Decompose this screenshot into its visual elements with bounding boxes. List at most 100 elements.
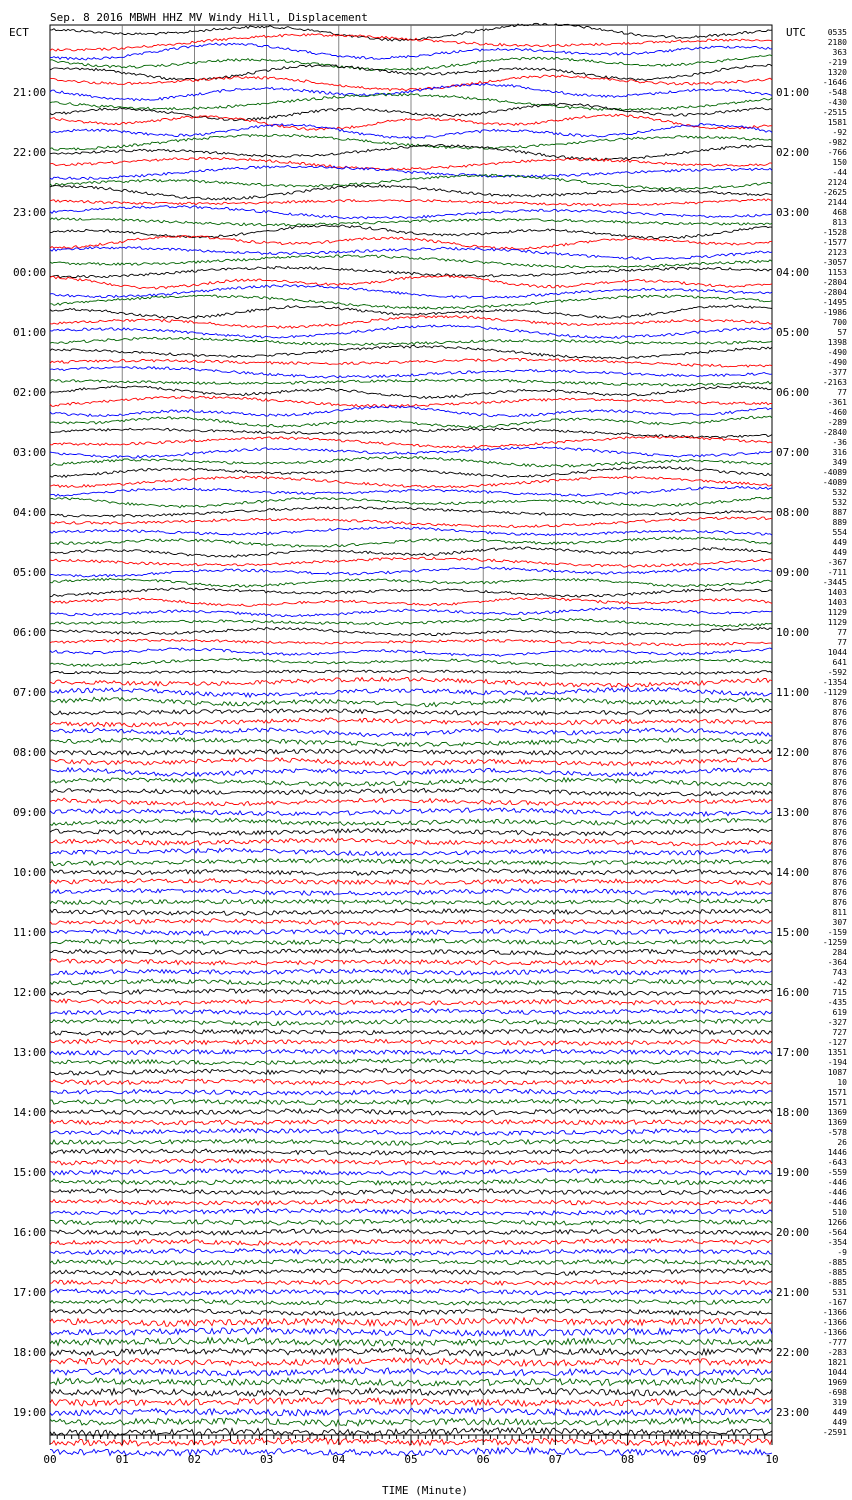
trace-value-label: 57 bbox=[837, 328, 847, 337]
trace-line-135 bbox=[49, 1376, 773, 1387]
right-time-label: 18:00 bbox=[776, 1106, 809, 1119]
trace-value-label: -4089 bbox=[823, 478, 847, 487]
trace-value-label: -2804 bbox=[823, 278, 847, 287]
trace-value-label: -3057 bbox=[823, 258, 847, 267]
x-tick-label: 04 bbox=[332, 1453, 346, 1466]
trace-line-36 bbox=[49, 385, 773, 400]
trace-value-label: -364 bbox=[828, 958, 847, 967]
trace-value-label: -283 bbox=[828, 1348, 847, 1357]
x-tick-label: 05 bbox=[404, 1453, 417, 1466]
trace-value-label: -430 bbox=[828, 98, 847, 107]
trace-value-label: 887 bbox=[833, 508, 848, 517]
trace-value-label: -2804 bbox=[823, 288, 847, 297]
trace-value-label: 2124 bbox=[828, 178, 847, 187]
trace-line-123 bbox=[49, 1257, 773, 1266]
left-time-label: 08:00 bbox=[13, 746, 46, 759]
trace-line-8 bbox=[49, 102, 773, 122]
trace-value-label: -4089 bbox=[823, 468, 847, 477]
trace-line-106 bbox=[49, 1088, 773, 1096]
trace-line-26 bbox=[49, 284, 773, 299]
trace-value-label: -446 bbox=[828, 1198, 847, 1207]
trace-value-label: -885 bbox=[828, 1268, 847, 1277]
trace-line-99 bbox=[49, 1018, 773, 1026]
trace-value-label: 876 bbox=[833, 708, 848, 717]
trace-line-87 bbox=[49, 898, 773, 906]
trace-line-108 bbox=[49, 1107, 773, 1116]
trace-value-label: -1366 bbox=[823, 1328, 847, 1337]
trace-line-125 bbox=[49, 1277, 773, 1287]
trace-line-45 bbox=[49, 475, 773, 489]
trace-value-label: -92 bbox=[833, 128, 848, 137]
trace-line-85 bbox=[49, 878, 773, 886]
left-time-label: 01:00 bbox=[13, 326, 46, 339]
trace-line-79 bbox=[49, 816, 773, 827]
trace-line-101 bbox=[49, 1038, 773, 1046]
trace-value-label: 1044 bbox=[828, 648, 847, 657]
trace-line-41 bbox=[49, 435, 773, 449]
trace-line-28 bbox=[49, 304, 773, 319]
trace-line-24 bbox=[49, 265, 773, 279]
left-time-label: 09:00 bbox=[13, 806, 46, 819]
trace-line-35 bbox=[49, 378, 773, 387]
trace-line-115 bbox=[49, 1178, 773, 1186]
trace-line-140 bbox=[49, 1426, 773, 1438]
left-time-label: 00:00 bbox=[13, 266, 46, 279]
trace-line-78 bbox=[49, 807, 773, 818]
left-time-label: 16:00 bbox=[13, 1226, 46, 1239]
trace-value-label: -711 bbox=[828, 568, 847, 577]
x-tick-label: 08 bbox=[621, 1453, 634, 1466]
trace-value-label: -354 bbox=[828, 1238, 847, 1247]
chart-title: Sep. 8 2016 MBWH HHZ MV Windy Hill, Disp… bbox=[50, 11, 368, 24]
x-tick-label: 03 bbox=[260, 1453, 273, 1466]
right-time-label: 07:00 bbox=[776, 446, 809, 459]
trace-line-120 bbox=[49, 1228, 773, 1237]
trace-line-113 bbox=[49, 1157, 773, 1166]
trace-line-32 bbox=[49, 344, 773, 360]
trace-line-3 bbox=[49, 54, 773, 71]
trace-value-label: 876 bbox=[833, 758, 848, 767]
trace-line-137 bbox=[49, 1396, 773, 1408]
trace-line-95 bbox=[49, 978, 773, 986]
left-time-label: 15:00 bbox=[13, 1166, 46, 1179]
trace-line-38 bbox=[49, 405, 773, 418]
right-time-label: 19:00 bbox=[776, 1166, 809, 1179]
trace-value-label: 77 bbox=[837, 388, 847, 397]
trace-value-label: 1398 bbox=[828, 338, 847, 347]
right-time-label: 06:00 bbox=[776, 386, 809, 399]
trace-line-129 bbox=[49, 1316, 773, 1328]
right-time-label: 05:00 bbox=[776, 326, 809, 339]
trace-value-label: 876 bbox=[833, 778, 848, 787]
trace-line-91 bbox=[49, 938, 773, 946]
trace-value-label: 532 bbox=[833, 488, 848, 497]
trace-line-18 bbox=[49, 205, 773, 220]
trace-value-label: -1577 bbox=[823, 238, 847, 247]
trace-value-label: 2180 bbox=[828, 38, 847, 47]
trace-value-label: 77 bbox=[837, 638, 847, 647]
trace-line-53 bbox=[49, 556, 773, 568]
trace-line-7 bbox=[49, 92, 773, 112]
trace-value-label: 1821 bbox=[828, 1358, 847, 1367]
trace-value-label: -44 bbox=[833, 168, 848, 177]
trace-line-12 bbox=[49, 143, 773, 161]
left-time-label: 14:00 bbox=[13, 1106, 46, 1119]
trace-line-103 bbox=[49, 1058, 773, 1066]
trace-line-14 bbox=[49, 165, 773, 181]
trace-value-label: -559 bbox=[828, 1168, 847, 1177]
trace-value-label: -2591 bbox=[823, 1428, 847, 1437]
trace-line-37 bbox=[49, 395, 773, 408]
trace-line-90 bbox=[49, 928, 773, 936]
trace-line-86 bbox=[49, 888, 773, 896]
trace-line-20 bbox=[50, 224, 773, 240]
trace-value-label: 1369 bbox=[828, 1108, 847, 1117]
trace-line-15 bbox=[49, 173, 773, 191]
trace-line-62 bbox=[49, 647, 773, 657]
trace-value-label: -1354 bbox=[823, 678, 847, 687]
trace-line-16 bbox=[49, 184, 773, 201]
left-time-label: 02:00 bbox=[13, 386, 46, 399]
trace-value-label: 876 bbox=[833, 788, 848, 797]
trace-line-9 bbox=[49, 113, 773, 131]
right-time-label: 03:00 bbox=[776, 206, 809, 219]
trace-line-138 bbox=[49, 1406, 773, 1417]
trace-value-label: 876 bbox=[833, 748, 848, 757]
